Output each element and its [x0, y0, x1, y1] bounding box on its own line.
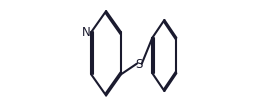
Text: S: S [136, 58, 143, 71]
Text: N: N [82, 26, 90, 39]
